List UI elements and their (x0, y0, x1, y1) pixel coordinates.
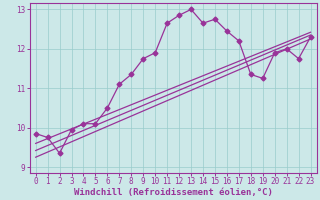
X-axis label: Windchill (Refroidissement éolien,°C): Windchill (Refroidissement éolien,°C) (74, 188, 273, 197)
